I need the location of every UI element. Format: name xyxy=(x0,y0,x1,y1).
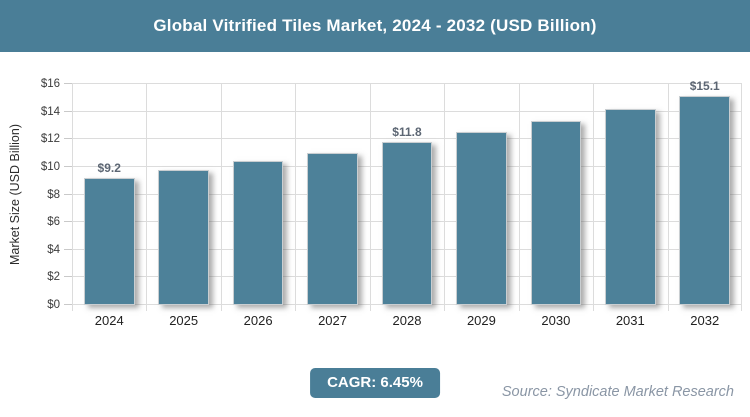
bar-2031 xyxy=(604,108,656,305)
y-tick-mark xyxy=(64,193,72,195)
x-tick-label-2029: 2029 xyxy=(466,313,496,328)
bar-cell-2028: $11.8 xyxy=(370,84,444,305)
gridline-vertical xyxy=(220,84,222,311)
title-banner: Global Vitrified Tiles Market, 2024 - 20… xyxy=(0,0,750,52)
bar-cell-2031 xyxy=(593,84,667,305)
gridline-vertical xyxy=(369,84,371,311)
bar-value-label-2028: $11.8 xyxy=(392,125,422,140)
y-tick-label: $4 xyxy=(47,243,60,256)
gridline-vertical xyxy=(518,84,520,311)
bars-container: $9.2 $11.8 $15.1 xyxy=(72,79,742,305)
bar-2024: $9.2 xyxy=(83,161,135,305)
y-tick-label: $0 xyxy=(47,299,60,311)
y-tick-label: $2 xyxy=(47,271,60,284)
bar-cell-2026 xyxy=(221,84,295,305)
bar-cell-2025 xyxy=(146,84,220,305)
x-tick-label-2026: 2026 xyxy=(243,313,273,328)
x-tick-label-2027: 2027 xyxy=(318,313,347,328)
y-tick-mark xyxy=(64,304,72,305)
bar-2029 xyxy=(456,132,507,305)
gridline-horizontal xyxy=(72,138,742,140)
bar-cell-2027 xyxy=(295,84,369,305)
x-tick-label-2031: 2031 xyxy=(615,313,645,328)
bar-cell-2029 xyxy=(444,84,518,305)
cagr-badge: CAGR: 6.45% xyxy=(310,368,440,398)
bar-2026 xyxy=(232,161,284,305)
y-axis-title: Market Size (USD Billion) xyxy=(8,124,22,266)
bar-cell-2030 xyxy=(519,84,593,305)
x-tick-label-2024: 2024 xyxy=(94,313,124,328)
y-tick-mark xyxy=(64,110,72,112)
bar-value-label-2024: $9.2 xyxy=(97,160,121,175)
gridline-vertical xyxy=(295,84,297,311)
bar-2028: $11.8 xyxy=(381,125,433,305)
gridline-horizontal xyxy=(72,110,742,112)
x-tick-label-2032: 2032 xyxy=(690,313,720,328)
gridline-horizontal xyxy=(72,83,742,84)
x-tick-label-2028: 2028 xyxy=(392,313,422,328)
x-axis-labels: 2024 2025 2026 2027 2028 2029 2030 2031 2032 xyxy=(72,313,742,328)
gridline-vertical xyxy=(72,84,73,311)
y-tick-label: $8 xyxy=(47,188,60,201)
y-tick-label: $16 xyxy=(40,78,60,90)
y-tick-mark xyxy=(64,138,72,140)
bar-cell-2024: $9.2 xyxy=(72,84,146,305)
y-tick-mark xyxy=(64,248,72,250)
bar-2025 xyxy=(158,169,209,305)
y-tick-label: $14 xyxy=(40,105,60,118)
gridline-vertical xyxy=(444,84,446,311)
cagr-label: CAGR: 6.45% xyxy=(327,374,423,391)
gridline-vertical xyxy=(741,84,742,311)
bar-cell-2032: $15.1 xyxy=(668,79,742,305)
y-tick-mark xyxy=(64,165,72,167)
bar-2032: $15.1 xyxy=(679,79,731,305)
y-tick-mark xyxy=(64,276,72,278)
y-tick-mark xyxy=(64,221,72,223)
bar-2027 xyxy=(307,153,358,305)
y-tick-label: $10 xyxy=(40,160,60,173)
bar-2030 xyxy=(530,121,582,305)
plot-area: $0 $2 $4 $6 $8 $10 $12 $14 $16 $9.2 $11.8 $15.1 xyxy=(41,78,742,311)
source-text: Source: Syndicate Market Research xyxy=(501,384,734,400)
gridline-vertical xyxy=(146,84,148,311)
y-tick-label: $12 xyxy=(40,133,60,146)
y-tick-label: $6 xyxy=(47,216,60,229)
gridline-vertical xyxy=(593,84,595,311)
y-tick-mark xyxy=(64,83,72,84)
chart-title: Global Vitrified Tiles Market, 2024 - 20… xyxy=(153,16,597,35)
gridline-vertical xyxy=(667,84,669,311)
x-tick-label-2025: 2025 xyxy=(169,313,199,328)
bar-value-label-2032: $15.1 xyxy=(689,79,720,94)
x-tick-label-2030: 2030 xyxy=(541,313,571,328)
